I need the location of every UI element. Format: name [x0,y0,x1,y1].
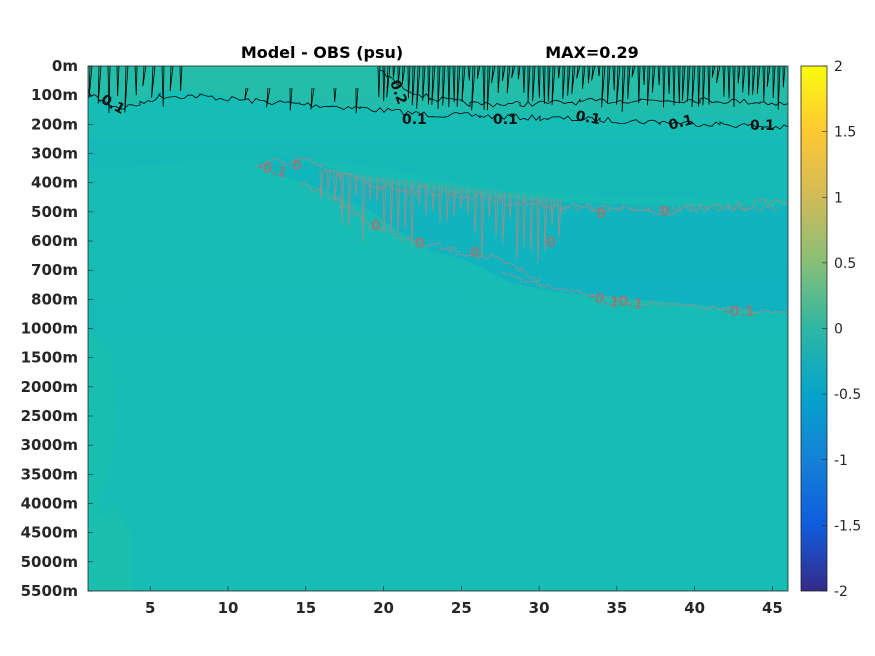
contour-label: 0.1 [493,112,518,128]
contour-label: 0.1 [402,112,427,128]
contour-label: 0 [546,235,556,251]
y-tick-label: 0m [52,57,78,75]
y-axis: 0m 100m 200m 300m 400m 500m 600m 700m 800m 1000m 1… [21,57,93,600]
contour-label: -0.1 [724,304,755,320]
contour-labels-gray: -0.1 0 0 0 0 0 0 0 -0.1 -0.1 -0.1 [255,158,755,320]
x-tick-label: 25 [451,599,472,617]
contour-label: -0.1 [587,288,621,311]
y-tick-label: 100m [31,86,78,104]
y-tick-label: 2500m [21,407,78,425]
x-tick-label: 15 [295,599,316,617]
contour-label: 0.1 [667,112,695,134]
colorbar-ticks: 2 1.5 1 0.5 0 -0.5 -1 -1.5 -2 [822,59,861,600]
y-tick-label: 4000m [21,495,78,513]
y-tick-label: 700m [31,261,78,279]
y-tick-label: 2000m [21,378,78,396]
y-tick-label: 1000m [21,320,78,338]
contour-label: 0 [292,158,302,174]
y-tick-label: 3000m [21,436,78,454]
contour-label: 0 [596,206,606,222]
colorbar-tick-label: -0.5 [834,387,861,403]
x-tick-label: 5 [145,599,155,617]
contour-line-0-upper [254,157,789,216]
colorbar-tick-label: 2 [834,59,843,75]
x-tick-label: 30 [529,599,550,617]
x-axis: 5 10 15 20 25 30 35 40 45 [145,586,783,617]
field-below-tongue [88,290,788,330]
x-tick-label: 40 [684,599,705,617]
y-tick-label: 500m [31,203,78,221]
colorbar-tick-label: 0 [834,322,843,338]
contour-gray-spikes [319,169,779,263]
y-tick-label: 300m [31,145,78,163]
y-tick-label: 3500m [21,465,78,483]
plot-area: 0.1 0.2 0.1 0.1 0.1 0.1 0.1 -0.1 0 0 0 0… [87,65,789,592]
y-tick-label: 800m [31,290,78,308]
contour-label: 0 [371,218,381,234]
x-tick-label: 35 [606,599,627,617]
contour-label: -0.1 [611,292,644,313]
contour-line-minus-0.1 [499,270,789,314]
y-tick-label: 600m [31,232,78,250]
contour-line-0.2 [379,69,789,108]
contour-label: 0.1 [574,108,601,128]
field-thermocline [88,140,788,200]
colorbar-tick-label: -1.5 [834,518,861,534]
colorbar-tick-label: 0.5 [834,256,856,272]
contour-black [87,65,789,130]
field-deep-left [88,330,118,525]
field-negative-tongue [255,158,788,313]
colorbar-tick-label: -2 [834,584,848,600]
y-tick-label: 400m [31,174,78,192]
y-tick-label: 1500m [21,349,78,367]
contour-label: -0.1 [255,158,289,181]
colorbar: 2 1.5 1 0.5 0 -0.5 -1 -1.5 -2 [800,59,861,600]
y-tick-label: 4500m [21,524,78,542]
y-tick-label: 5500m [21,582,78,600]
x-tick-label: 45 [762,599,783,617]
colorbar-tick-label: -1 [834,453,848,469]
chart-title: Model - OBS (psu) [241,43,403,62]
colorbar-tick-label: 1 [834,190,843,206]
x-tick-label: 10 [218,599,239,617]
y-tick-label: 5000m [21,553,78,571]
contour-label: 0 [470,245,480,261]
x-tick-label: 20 [373,599,394,617]
contour-line-0-lower [299,181,541,282]
contour-label: 0.1 [750,118,775,134]
contour-label: 0 [415,236,425,252]
contour-spikes [88,65,786,114]
y-tick-label: 200m [31,115,78,133]
contour-label: 0.2 [386,78,410,107]
colorbar-tick-label: 1.5 [834,125,856,141]
field-bottom-left [88,508,132,591]
contour-gray [254,157,789,314]
contour-line-0.1 [87,88,789,130]
contour-label: 0 [660,204,670,220]
chart-subtitle: MAX=0.29 [545,43,639,62]
